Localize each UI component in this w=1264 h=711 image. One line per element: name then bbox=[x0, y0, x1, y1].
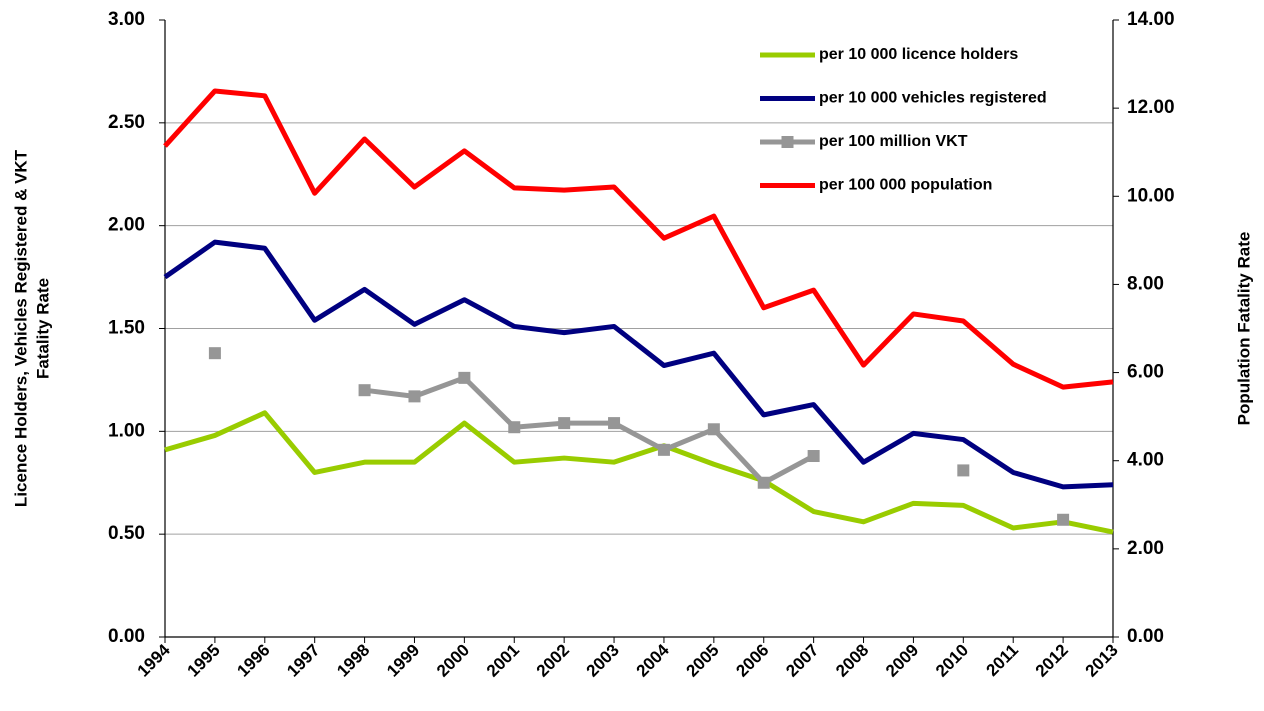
series-marker bbox=[707, 423, 720, 436]
series-marker bbox=[208, 347, 221, 360]
x-tick-label: 1996 bbox=[233, 640, 273, 680]
y-tick-label: 1.00 bbox=[108, 420, 145, 441]
series-marker bbox=[1057, 513, 1070, 526]
series-line bbox=[364, 375, 815, 486]
y-tick-label: 0.00 bbox=[108, 626, 145, 647]
legend-label: per 100 million VKT bbox=[819, 133, 968, 150]
x-tick-label: 2010 bbox=[932, 640, 972, 680]
series-line bbox=[164, 410, 1114, 535]
x-tick-label: 2005 bbox=[682, 640, 722, 680]
x-tick-label: 1997 bbox=[283, 640, 323, 680]
x-tick-label: 1995 bbox=[184, 640, 224, 680]
x-tick-label: 2013 bbox=[1082, 640, 1122, 680]
x-tick-label: 2006 bbox=[732, 640, 772, 680]
series-marker bbox=[957, 464, 970, 477]
x-tick-label: 2002 bbox=[533, 640, 573, 680]
y2-tick-label: 8.00 bbox=[1127, 273, 1164, 294]
x-tick-label: 2001 bbox=[483, 640, 523, 680]
y2-tick-label: 4.00 bbox=[1127, 450, 1164, 471]
y2-tick-label: 2.00 bbox=[1127, 538, 1164, 559]
y-tick-label: 2.00 bbox=[108, 215, 145, 236]
series-marker bbox=[358, 384, 371, 397]
y2-tick-label: 14.00 bbox=[1127, 9, 1175, 30]
y2-tick-label: 6.00 bbox=[1127, 362, 1164, 383]
series-line bbox=[163, 88, 1114, 390]
y2-tick-label: 12.00 bbox=[1127, 97, 1175, 118]
series-marker bbox=[807, 450, 820, 463]
x-tick-label: 2011 bbox=[983, 640, 1023, 680]
series-marker bbox=[508, 421, 521, 434]
legend-label: per 100 000 population bbox=[819, 177, 992, 194]
x-tick-label: 2012 bbox=[1032, 640, 1072, 680]
x-tick-label: 1998 bbox=[333, 640, 373, 680]
series-line bbox=[163, 239, 1114, 490]
series-marker bbox=[408, 390, 421, 403]
y-axis-label: Fatality Rate bbox=[33, 278, 52, 379]
x-tick-label: 2000 bbox=[433, 640, 473, 680]
x-tick-label: 2008 bbox=[832, 640, 872, 680]
x-tick-label: 1999 bbox=[383, 640, 423, 680]
x-tick-label: 2007 bbox=[782, 640, 822, 680]
y2-axis-label: Population Fatality Rate bbox=[1234, 232, 1253, 426]
legend-marker bbox=[781, 136, 794, 148]
legend-label: per 10 000 vehicles registered bbox=[819, 90, 1047, 107]
y-tick-label: 3.00 bbox=[108, 9, 145, 30]
series-marker bbox=[657, 443, 670, 456]
y2-tick-label: 10.00 bbox=[1127, 185, 1175, 206]
x-tick-label: 2003 bbox=[583, 640, 623, 680]
x-tick-label: 2009 bbox=[882, 640, 922, 680]
y-tick-label: 1.50 bbox=[108, 318, 145, 339]
series-marker bbox=[558, 417, 571, 430]
series-marker bbox=[757, 476, 770, 489]
series-marker bbox=[458, 371, 471, 384]
x-tick-label: 2004 bbox=[633, 640, 674, 681]
y-tick-label: 0.50 bbox=[108, 523, 145, 544]
series-marker bbox=[608, 417, 621, 430]
legend-label: per 10 000 licence holders bbox=[819, 46, 1018, 63]
y2-tick-label: 0.00 bbox=[1127, 626, 1164, 647]
y-tick-label: 2.50 bbox=[108, 112, 145, 133]
y-axis-label: Licence Holders, Vehicles Registered & V… bbox=[11, 149, 30, 507]
